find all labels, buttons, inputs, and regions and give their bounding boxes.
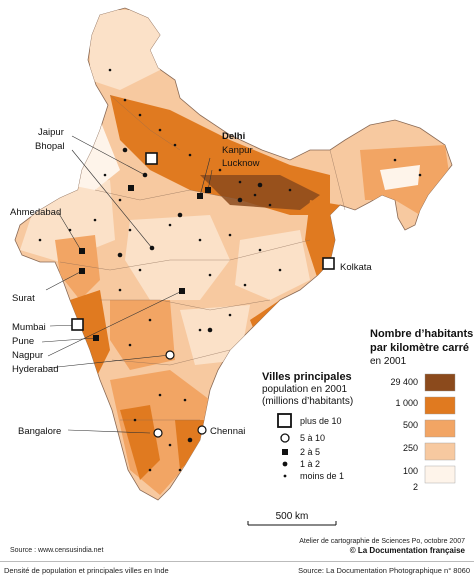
density-legend-title-3: en 2001	[370, 356, 407, 367]
city-label-chennai: Chennai	[210, 426, 245, 437]
legend-label-10-plus: plus de 10	[300, 416, 342, 426]
cities-legend-sub2: (millions d’habitants)	[262, 396, 353, 407]
city-label-delhi: Delhi	[222, 131, 245, 142]
source-note: Source : www.censusindia.net	[10, 547, 103, 554]
city-label-nagpur: Nagpur	[12, 350, 43, 361]
state-borders	[59, 94, 346, 421]
city-label-kolkata: Kolkata	[340, 262, 372, 273]
city-label-bhopal: Bhopal	[35, 141, 65, 152]
city-label-hyderabad: Hyderabad	[12, 364, 58, 375]
legend-symbol-under-1	[283, 474, 287, 478]
density-legend: Nombre d’habitants par kilomètre carré e…	[370, 328, 473, 492]
density-swatch-3	[424, 419, 456, 438]
legend-symbol-2-5	[282, 449, 288, 455]
legend-label-1-2: 1 à 2	[300, 459, 320, 469]
city-squares-2-5	[79, 185, 211, 341]
city-label-lucknow: Lucknow	[222, 158, 260, 169]
density-swatch-5	[424, 465, 456, 484]
footer-caption: Densité de population et principales vil…	[4, 566, 169, 575]
legend-label-2-5: 2 à 5	[300, 447, 320, 457]
publisher-credit: © La Documentation française	[350, 546, 466, 555]
legend-symbol-1-2	[282, 461, 288, 467]
city-labels: Jaipur Bhopal Delhi Kanpur Lucknow Ahmed…	[10, 127, 372, 437]
density-break-4: 250	[403, 443, 418, 453]
city-label-bangalore: Bangalore	[18, 426, 61, 437]
density-swatch-2	[424, 396, 456, 415]
legend-symbol-5-10	[280, 433, 290, 443]
city-label-surat: Surat	[12, 293, 35, 304]
density-legend-title-2: par kilomètre carré	[370, 342, 469, 354]
leader-lines	[41, 135, 213, 434]
density-break-3: 500	[403, 420, 418, 430]
city-squares-10-plus	[71, 152, 335, 331]
atelier-credit: Atelier de cartographie de Sciences Po, …	[299, 538, 465, 545]
india-density-map: Jaipur Bhopal Delhi Kanpur Lucknow Ahmed…	[10, 7, 473, 555]
cities-legend-title: Villes principales	[262, 371, 352, 383]
small-city-dots	[38, 68, 422, 472]
scale-bar: 500 km	[247, 511, 337, 526]
city-label-pune: Pune	[12, 336, 34, 347]
footer-source: Source: La Documentation Photographique …	[298, 566, 470, 575]
city-circles-5-10	[153, 350, 207, 438]
density-break-6: 2	[413, 482, 418, 492]
legend-label-5-10: 5 à 10	[300, 433, 325, 443]
city-label-kanpur: Kanpur	[222, 145, 253, 156]
footer-bar	[0, 561, 474, 583]
density-break-1: 29 400	[390, 377, 418, 387]
density-swatch-4	[424, 442, 456, 461]
density-legend-title-1: Nombre d’habitants	[370, 328, 473, 340]
medium-city-dots	[117, 147, 263, 443]
density-break-2: 1 000	[395, 398, 418, 408]
density-swatch-1	[424, 373, 456, 392]
legend-label-under-1: moins de 1	[300, 471, 344, 481]
density-break-5: 100	[403, 466, 418, 476]
legend-symbol-10-plus	[277, 413, 292, 428]
city-label-jaipur: Jaipur	[38, 127, 64, 138]
cities-legend: Villes principales population en 2001 (m…	[262, 371, 353, 481]
city-label-ahmedabad: Ahmedabad	[10, 207, 61, 218]
cities-legend-sub1: population en 2001	[262, 384, 348, 395]
scale-label: 500 km	[276, 511, 309, 522]
city-label-mumbai: Mumbai	[12, 322, 46, 333]
